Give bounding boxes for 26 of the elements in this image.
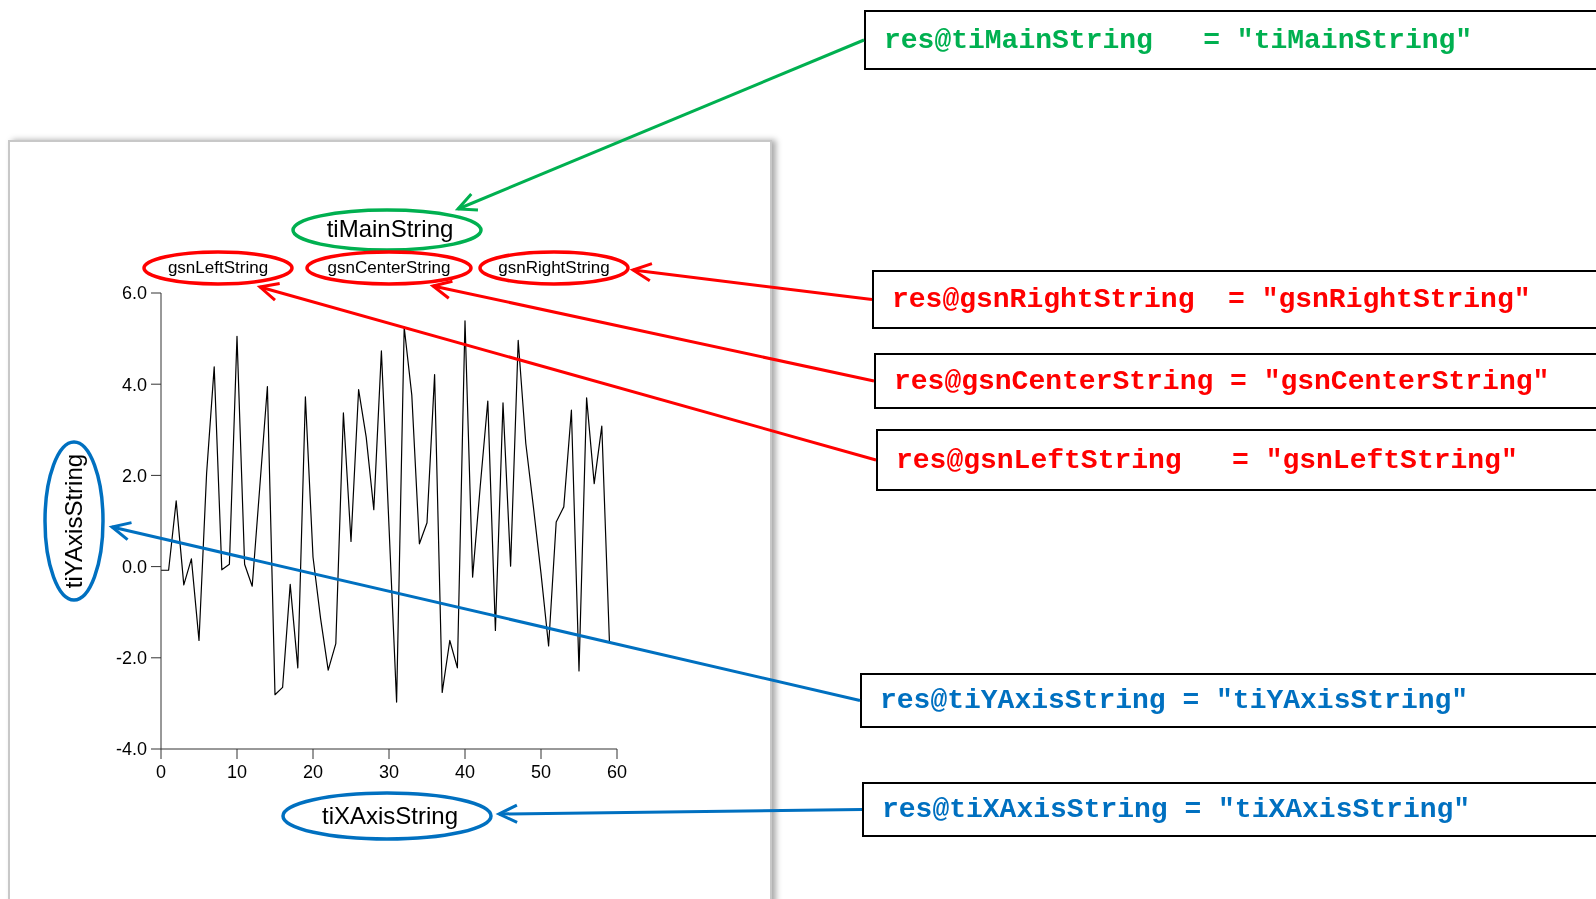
text: gsnLeftString <box>167 258 269 278</box>
x-tick-label: 50 <box>530 761 552 782</box>
x-tick-label: 10 <box>226 761 248 782</box>
x-tick-label: 30 <box>378 761 400 782</box>
text: gsnRightString <box>498 258 610 278</box>
y-tick-label: 4.0 <box>121 374 147 395</box>
y-tick-label: 2.0 <box>121 465 147 486</box>
y-tick-label: -2.0 <box>115 648 147 669</box>
text: res@tiXAxisString = "tiXAxisString" <box>862 782 1596 837</box>
x-axis-title: tiXAxisString <box>321 802 459 830</box>
text: res@tiMainString = "tiMainString" <box>864 10 1596 70</box>
y-tick-label: -4.0 <box>115 739 147 760</box>
y-tick-label: 0.0 <box>121 556 147 577</box>
text: res@gsnRightString = "gsnRightString" <box>872 270 1596 329</box>
x-tick-label: 0 <box>155 761 167 782</box>
y-axis-title: tiYAxisString <box>60 453 88 589</box>
text: res@gsnLeftString = "gsnLeftString" <box>876 429 1596 491</box>
x-tick-label: 20 <box>302 761 324 782</box>
text: res@tiYAxisString = "tiYAxisString" <box>860 673 1596 728</box>
x-tick-label: 40 <box>454 761 476 782</box>
line-series <box>161 320 610 703</box>
chart-title: tiMainString <box>326 215 454 243</box>
text: gsnCenterString <box>327 258 451 278</box>
y-tick-label: 6.0 <box>121 283 147 304</box>
text: res@gsnCenterString = "gsnCenterString" <box>874 353 1596 409</box>
x-tick-label: 60 <box>606 761 628 782</box>
